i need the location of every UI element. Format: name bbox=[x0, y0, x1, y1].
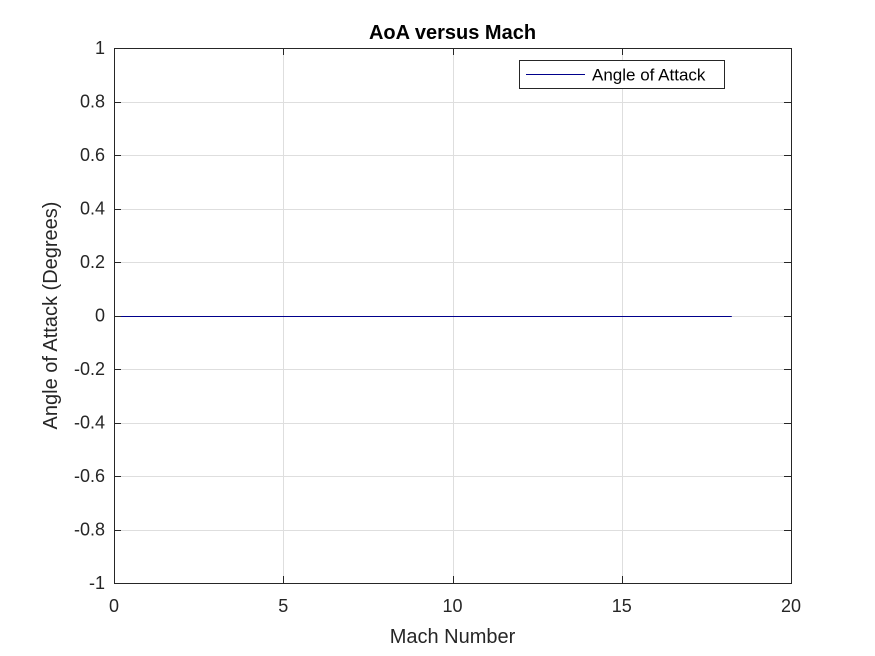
y-tick-label: 0.4 bbox=[80, 199, 105, 219]
chart-title: AoA versus Mach bbox=[369, 22, 536, 44]
ticks bbox=[114, 48, 792, 584]
x-tick-label: 0 bbox=[109, 596, 119, 616]
y-tick-label: -0.8 bbox=[74, 520, 105, 540]
x-tick-label: 20 bbox=[781, 596, 801, 616]
y-tick-label: 0.2 bbox=[80, 252, 105, 272]
y-tick-label: 0 bbox=[95, 306, 105, 326]
y-axis-label: Angle of Attack (Degrees) bbox=[40, 202, 62, 430]
y-tick-label: 0.6 bbox=[80, 145, 105, 165]
y-tick-label: -0.4 bbox=[74, 413, 105, 433]
y-tick-label: -0.6 bbox=[74, 466, 105, 486]
x-axis-label: Mach Number bbox=[390, 626, 516, 648]
x-tick-label: 10 bbox=[442, 596, 462, 616]
y-tick-label: 1 bbox=[95, 38, 105, 58]
x-tick-label: 5 bbox=[278, 596, 288, 616]
y-tick-label: 0.8 bbox=[80, 92, 105, 112]
y-tick-label: -0.2 bbox=[74, 359, 105, 379]
legend-entry-label: Angle of Attack bbox=[592, 66, 706, 85]
labels: 0 5 10 15 20 1 0.8 0.6 0.4 0.2 0 -0.2 -0.4 -0.6 -0.8 -1… bbox=[40, 22, 801, 648]
legend[interactable]: Angle of Attack bbox=[519, 60, 725, 89]
y-tick-label: -1 bbox=[89, 573, 105, 593]
x-tick-label: 15 bbox=[612, 596, 632, 616]
grid bbox=[114, 48, 792, 584]
